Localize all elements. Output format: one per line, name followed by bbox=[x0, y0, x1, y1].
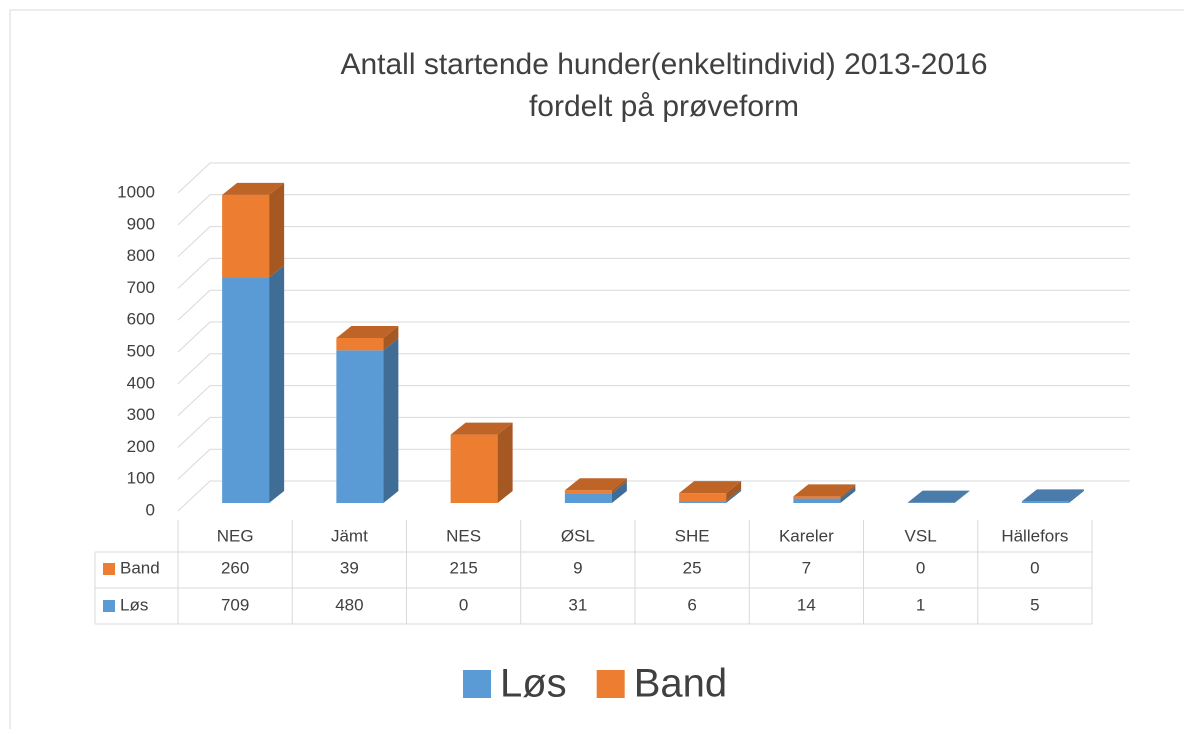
table-cell: 31 bbox=[568, 595, 587, 614]
y-tick-label: 600 bbox=[127, 310, 155, 329]
bar-side bbox=[269, 183, 284, 278]
chart-title: fordelt på prøveform bbox=[529, 90, 799, 123]
x-tick-label: Jämt bbox=[331, 526, 368, 545]
y-tick-label: 900 bbox=[127, 214, 155, 233]
y-tick-label: 400 bbox=[127, 373, 155, 392]
y-tick-label: 200 bbox=[127, 437, 155, 456]
bar-segment bbox=[565, 490, 612, 493]
x-tick-label: NES bbox=[446, 526, 481, 545]
table-cell: 6 bbox=[687, 595, 696, 614]
table-cell: 14 bbox=[797, 595, 816, 614]
table-cell: 0 bbox=[459, 595, 468, 614]
table-legend-key bbox=[103, 600, 115, 612]
table-cell: 5 bbox=[1030, 595, 1039, 614]
y-tick-label: 100 bbox=[127, 469, 155, 488]
x-tick-label: VSL bbox=[905, 526, 937, 545]
legend-key bbox=[463, 670, 491, 698]
bar-segment bbox=[565, 493, 612, 503]
x-tick-label: Hällefors bbox=[1001, 526, 1068, 545]
table-row-label: Band bbox=[120, 558, 160, 577]
bar-segment bbox=[336, 338, 383, 350]
table-cell: 0 bbox=[1030, 558, 1039, 577]
table-cell: 39 bbox=[340, 558, 359, 577]
y-tick-label: 0 bbox=[146, 500, 155, 519]
table-cell: 0 bbox=[916, 558, 925, 577]
bar-segment bbox=[451, 435, 498, 503]
table-cell: 1 bbox=[916, 595, 925, 614]
table-cell: 7 bbox=[802, 558, 811, 577]
table-row-label: Løs bbox=[120, 595, 148, 614]
x-tick-label: Kareler bbox=[779, 526, 834, 545]
bar-segment bbox=[793, 499, 840, 503]
legend-key bbox=[597, 670, 625, 698]
bar-segment bbox=[336, 350, 383, 503]
bar-side bbox=[498, 423, 513, 503]
table-cell: 25 bbox=[683, 558, 702, 577]
x-tick-label: NEG bbox=[217, 526, 254, 545]
table-cell: 9 bbox=[573, 558, 582, 577]
legend-label: Løs bbox=[500, 662, 567, 706]
bar-segment bbox=[679, 493, 726, 501]
table-cell: 260 bbox=[221, 558, 249, 577]
bar-segment bbox=[793, 496, 840, 498]
x-tick-label: ØSL bbox=[561, 526, 595, 545]
legend-label: Band bbox=[634, 662, 727, 706]
chart-title: Antall startende hunder(enkeltindivid) 2… bbox=[340, 48, 987, 81]
table-cell: 215 bbox=[449, 558, 477, 577]
bar-side bbox=[383, 338, 398, 503]
table-cell: 480 bbox=[335, 595, 363, 614]
x-tick-label: SHE bbox=[675, 526, 710, 545]
y-tick-label: 500 bbox=[127, 341, 155, 360]
y-tick-label: 300 bbox=[127, 405, 155, 424]
y-tick-label: 1000 bbox=[117, 182, 155, 201]
bar-segment bbox=[222, 278, 269, 503]
bar-side bbox=[269, 266, 284, 503]
table-legend-key bbox=[103, 563, 115, 575]
bar-segment bbox=[222, 195, 269, 278]
y-tick-label: 700 bbox=[127, 278, 155, 297]
bar-segment bbox=[1022, 501, 1069, 503]
table-cell: 709 bbox=[221, 595, 249, 614]
y-tick-label: 800 bbox=[127, 246, 155, 265]
bar-segment bbox=[679, 501, 726, 503]
